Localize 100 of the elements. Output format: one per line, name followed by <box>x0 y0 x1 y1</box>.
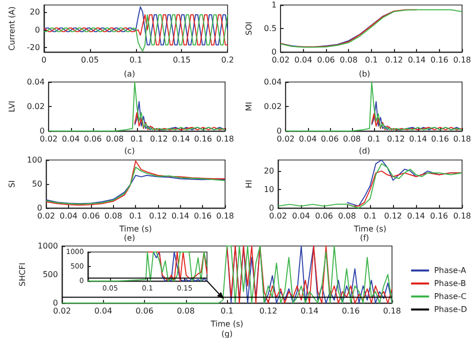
text: (e) <box>124 234 136 242</box>
x-tick-label: 0.18 <box>216 134 234 144</box>
legend-label: Phase-B <box>434 279 466 288</box>
x-tick-label: 0.14 <box>407 212 425 220</box>
x-tick-label: 0.15 <box>172 56 191 64</box>
y-tick-label: 0 <box>34 25 40 34</box>
y-tick-label: 1 <box>272 0 277 10</box>
line-series <box>371 113 463 130</box>
x-tick-label: 0.16 <box>430 56 448 64</box>
x-tick-label: 0.06 <box>317 56 335 64</box>
x-tick-label: 0.05 <box>80 56 99 64</box>
x-tick-label: 0.1 <box>364 56 378 64</box>
x-tick-label: 0.1 <box>129 56 142 64</box>
x-tick-label: 0.16 <box>194 134 212 144</box>
y-tick-label: 0.04 <box>26 78 45 86</box>
y-tick-label: 0.02 <box>26 102 45 111</box>
x-tick-label: 0.12 <box>259 306 278 316</box>
y-tick-label: 0.04 <box>264 78 282 86</box>
x-tick-label: 0.12 <box>149 212 167 220</box>
x-tick-label: 0.14 <box>408 56 426 64</box>
y-tick-label: 0 <box>52 298 58 308</box>
y-tick-label: 1000 <box>38 242 58 250</box>
x-axis-title: Time (s) <box>210 319 244 328</box>
x-tick-label: 0.1 <box>220 306 234 316</box>
y-tick-label: 100 <box>26 156 42 164</box>
x-axis-title: Time (s) <box>352 224 386 234</box>
x-tick-label: 0.12 <box>387 134 405 144</box>
x-tick-label: 0.1 <box>130 134 144 144</box>
x-tick-label: 0.18 <box>216 212 234 220</box>
y-axis-title: LVI <box>8 100 16 112</box>
x-tick-label: 0.16 <box>342 306 360 316</box>
y-tick-label: 500 <box>42 270 58 279</box>
legend-label: Phase-D <box>434 305 468 314</box>
x-tick-label: 0.02 <box>53 306 71 316</box>
x-tick-label: 0.14 <box>409 134 427 144</box>
text: (g) <box>221 330 233 338</box>
text: (a) <box>124 70 136 78</box>
x-tick-label: 0.08 <box>340 56 358 64</box>
line-series <box>285 82 463 132</box>
x-tick-label: 0.1 <box>364 212 376 220</box>
x-tick-label: 0.06 <box>320 134 339 144</box>
line-series <box>134 112 226 130</box>
x-tick-label: 0.14 <box>171 212 190 220</box>
y-axis-title: SHCFI <box>18 262 28 286</box>
x-tick-label: 0.16 <box>430 212 448 220</box>
line-series <box>46 174 226 204</box>
x-tick-label: 0.18 <box>453 134 471 144</box>
x-tick-label: 0.04 <box>298 134 317 144</box>
x-tick-label: 0.08 <box>106 134 124 144</box>
x-tick-label: 0.06 <box>315 212 333 220</box>
x-tick-label: 0.06 <box>82 212 100 220</box>
x-tick-label: 0.18 <box>453 56 471 64</box>
x-axis-title: Time (s) <box>118 224 152 234</box>
text: (d) <box>358 146 370 156</box>
line-series <box>43 14 228 46</box>
y-tick-label: 0.5 <box>264 24 277 33</box>
x-tick-label: 0.14 <box>172 134 190 144</box>
y-tick-label: 10 <box>264 185 274 194</box>
y-axis-title: SI <box>8 180 16 188</box>
line-series <box>46 160 226 206</box>
y-tick-label: 50 <box>32 180 42 188</box>
y-tick-label: 0 <box>37 204 42 212</box>
x-tick-label: 0.04 <box>60 212 78 220</box>
x-tick-label: 0.08 <box>176 306 195 316</box>
text: (f) <box>360 234 370 242</box>
y-axis-title: Current (A) <box>8 6 16 51</box>
x-tick-label: 0.12 <box>150 134 168 144</box>
y-tick-label: 0 <box>40 126 45 136</box>
line-series <box>280 9 463 48</box>
line-series <box>46 166 226 205</box>
x-tick-label: 0.06 <box>136 306 154 316</box>
x-tick-label: 0.18 <box>453 212 471 220</box>
y-axis-title: HI <box>244 180 254 188</box>
line-series <box>62 246 392 304</box>
x-tick-label: 0.04 <box>294 56 312 64</box>
line-series <box>280 9 418 48</box>
x-tick-label: 0.16 <box>194 212 212 220</box>
legend-label: Phase-C <box>434 292 467 301</box>
line-series <box>48 82 226 132</box>
x-tick-label: 0.1 <box>129 212 142 220</box>
x-tick-label: 0.06 <box>84 134 102 144</box>
y-axis-title: SOI <box>244 22 254 36</box>
y-tick-label: 0 <box>272 48 277 56</box>
y-axis-title: MI <box>244 102 254 112</box>
x-tick-label: 0.08 <box>342 134 361 144</box>
y-tick-label: 0 <box>276 126 282 136</box>
x-tick-label: 0.12 <box>385 56 403 64</box>
line-series <box>43 6 228 46</box>
x-tick-label: 0.14 <box>300 306 318 316</box>
x-tick-label: 0.08 <box>104 212 122 220</box>
x-tick-label: 0.18 <box>383 306 401 316</box>
y-tick-label: 0 <box>268 204 274 212</box>
y-tick-label: 20 <box>30 8 40 17</box>
y-tick-label: -20 <box>26 43 40 52</box>
text: (b) <box>358 70 370 78</box>
text: (c) <box>124 146 135 156</box>
x-tick-label: 0.04 <box>292 212 310 220</box>
line-series <box>278 163 463 208</box>
x-tick-label: 0.16 <box>431 134 449 144</box>
x-tick-label: 0.1 <box>368 134 380 144</box>
